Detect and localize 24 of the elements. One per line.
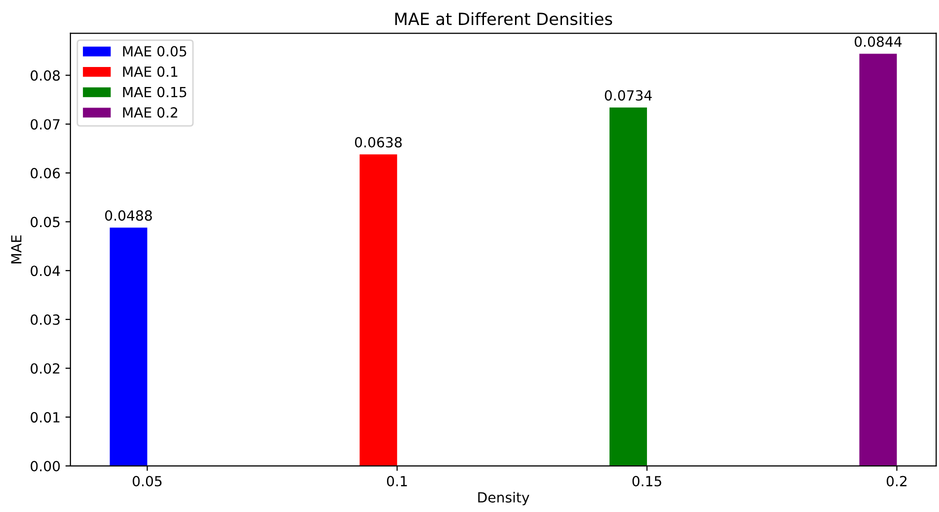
y-tick-label: 0.02 xyxy=(30,363,60,374)
x-axis-title: Density xyxy=(478,492,530,506)
y-tick-label: 0.06 xyxy=(30,168,60,178)
data-label: 0.0488 xyxy=(105,210,152,221)
y-tick-label: 0.04 xyxy=(30,266,60,276)
data-label: 0.0844 xyxy=(854,36,902,47)
x-tick-label: 0.15 xyxy=(632,476,662,486)
y-tick-label: 0.07 xyxy=(30,119,60,130)
chart-title: MAE at Different Densities xyxy=(395,12,612,26)
y-tick-label: 0.00 xyxy=(30,460,60,472)
legend-label: MAE 0.05 xyxy=(123,46,186,57)
x-tick-label: 0.1 xyxy=(386,476,407,486)
x-tick-label: 0.2 xyxy=(886,476,906,486)
data-label: 0.0734 xyxy=(604,90,652,101)
y-tick-label: 0.05 xyxy=(30,216,60,228)
y-tick-label: 0.03 xyxy=(30,314,60,325)
y-tick-label: 0.01 xyxy=(30,412,60,423)
data-label: 0.0638 xyxy=(354,137,402,148)
legend-label: MAE 0.2 xyxy=(123,107,178,118)
x-tick-label: 0.05 xyxy=(132,476,162,486)
legend-label: MAE 0.15 xyxy=(123,86,186,98)
legend-label: MAE 0.1 xyxy=(123,66,178,77)
y-tick-label: 0.08 xyxy=(30,70,60,81)
y-axis-title: MAE xyxy=(11,235,22,264)
